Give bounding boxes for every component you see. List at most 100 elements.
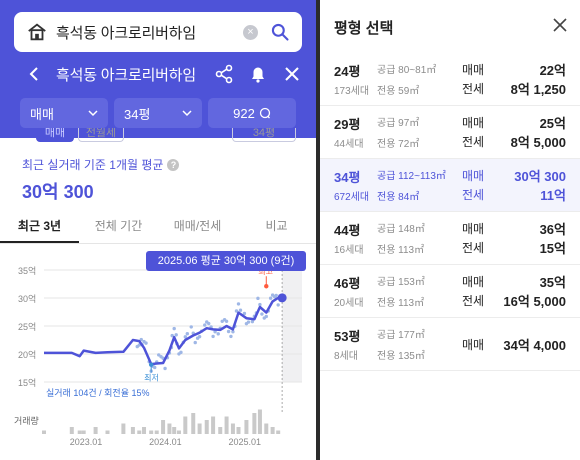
search-icon[interactable]	[270, 22, 290, 42]
trade-point	[250, 319, 255, 324]
volume-bar	[244, 420, 249, 434]
volume-bar	[183, 416, 188, 434]
back-icon[interactable]	[26, 66, 42, 82]
tab-trade-rent[interactable]: 매매/전세	[173, 219, 222, 233]
x-tick-label: 2023.01	[70, 437, 103, 447]
trade-point	[276, 303, 280, 307]
trade-point	[211, 334, 215, 339]
trade-point	[216, 332, 220, 336]
volume-bar	[252, 413, 257, 434]
trade-point	[274, 293, 278, 298]
trade-point	[203, 323, 207, 327]
share-icon[interactable]	[214, 64, 234, 84]
size-row[interactable]: 53평 8세대 공급 177㎡ 전용 135㎡ 매매 34억 4,000	[320, 318, 580, 371]
trade-point	[207, 321, 211, 326]
trade-label: 매매	[462, 338, 485, 352]
size-supply-area: 공급 148㎡	[377, 224, 425, 235]
jeonse-price: 11억	[540, 188, 566, 203]
size-households: 16세대	[334, 245, 364, 256]
size-exclusive-area: 전용 72㎡	[377, 139, 420, 150]
size-exclusive-area: 전용 135㎡	[377, 351, 425, 362]
search-input[interactable]: 흑석동 아크로리버하임	[56, 24, 196, 42]
size-value: 34평	[124, 106, 151, 122]
volume-bar	[69, 427, 74, 434]
volume-bar	[142, 427, 147, 434]
size-row[interactable]: 44평 16세대 공급 148㎡ 전용 113㎡ 매매 36억 전세 15억	[320, 212, 580, 265]
filter-bar: 매매 34평 922	[20, 98, 296, 128]
help-icon[interactable]: ?	[167, 158, 180, 171]
size-dropdown[interactable]: 34평	[114, 98, 202, 128]
y-tick-label: 20억	[18, 349, 36, 360]
size-households: 8세대	[334, 351, 358, 362]
listing-count-button[interactable]: 922	[208, 98, 296, 128]
volume-bar	[149, 430, 154, 434]
subtab-size[interactable]: 34평	[232, 128, 296, 142]
volume-bar	[204, 420, 209, 434]
trade-point	[193, 340, 197, 345]
size-pyeong: 24평	[334, 64, 361, 79]
chat-icon	[259, 107, 270, 119]
size-pyeong: 34평	[334, 170, 361, 185]
x-tick-label: 2025.01	[228, 437, 261, 447]
trade-point	[185, 332, 190, 336]
price-line	[44, 296, 279, 366]
size-row[interactable]: 29평 44세대 공급 97㎡ 전용 72㎡ 매매 25억 전세 8억 5,000	[320, 106, 580, 159]
trade-point	[246, 320, 251, 324]
size-households: 173세대	[334, 86, 370, 97]
tab-all-period[interactable]: 전체 기간	[94, 219, 143, 233]
close-icon[interactable]	[282, 64, 302, 84]
volume-bar	[161, 420, 166, 434]
trade-point	[189, 325, 193, 329]
trade-point	[242, 311, 247, 316]
size-exclusive-area: 전용 59㎡	[377, 86, 420, 97]
volume-bar	[276, 430, 281, 434]
volume-bar	[224, 416, 229, 434]
size-pyeong: 53평	[334, 329, 361, 344]
volume-bar	[105, 430, 110, 434]
size-pyeong: 46평	[334, 276, 361, 291]
trade-price: 30억 300	[514, 169, 566, 184]
volume-bar	[130, 427, 135, 434]
average-label-text: 최근 실거래 기준 1개월 평균	[22, 158, 164, 172]
size-households: 672세대	[334, 192, 370, 203]
trade-point	[179, 350, 183, 355]
size-exclusive-area: 전용 113㎡	[377, 298, 425, 309]
jeonse-price: 15억	[539, 241, 566, 256]
high-label: 최고	[258, 266, 273, 276]
trade-point	[229, 334, 233, 339]
size-supply-area: 공급 153㎡	[377, 277, 425, 288]
trade-label: 매매	[462, 116, 485, 130]
size-row[interactable]: 24평 173세대 공급 80~81㎡ 전용 59㎡ 매매 22억 전세 8억 1,250	[320, 53, 580, 106]
trade-point	[153, 365, 157, 370]
trade-type-dropdown[interactable]: 매매	[20, 98, 108, 128]
average-label: 최근 실거래 기준 1개월 평균 ?	[22, 156, 180, 173]
close-icon[interactable]	[552, 17, 568, 33]
trade-summary: 실거래 104건 / 회전율 15%	[46, 388, 150, 398]
volume-bar	[191, 413, 196, 434]
trade-label: 매매	[462, 63, 485, 77]
trade-point	[226, 329, 231, 334]
volume-bar	[172, 427, 177, 434]
clear-icon[interactable]: ×	[243, 24, 258, 40]
volume-bar	[93, 427, 98, 434]
sub-tabs: 매매 전월세 34평	[0, 128, 316, 148]
bell-icon[interactable]	[248, 64, 268, 84]
search-bar[interactable]: 흑석동 아크로리버하임 ×	[14, 12, 302, 52]
size-row[interactable]: 34평 672세대 공급 112~113㎡ 전용 84㎡ 매매 30억 300 전세 11억	[320, 159, 580, 212]
app-panel: 흑석동 아크로리버하임 × 흑석동 아크로리버하임	[0, 0, 316, 447]
volume-bar	[270, 427, 275, 434]
trade-label: 매매	[462, 169, 485, 183]
tab-recent-3y[interactable]: 최근 3년	[0, 212, 79, 243]
trade-point	[231, 330, 235, 334]
size-row[interactable]: 46평 20세대 공급 153㎡ 전용 113㎡ 매매 35억 전세 16억 5,000	[320, 265, 580, 318]
subtab-trade[interactable]: 매매	[36, 128, 74, 142]
chart-tooltip: 2025.06 평균 30억 300 (9건)	[146, 251, 306, 271]
volume-bar	[137, 430, 142, 434]
size-supply-area: 공급 97㎡	[377, 118, 420, 129]
y-tick-label: 35억	[18, 265, 36, 276]
tab-compare[interactable]: 비교	[265, 219, 288, 233]
y-tick-label: 15억	[18, 377, 36, 388]
volume-bar	[167, 423, 172, 434]
subtab-rent[interactable]: 전월세	[78, 128, 124, 142]
